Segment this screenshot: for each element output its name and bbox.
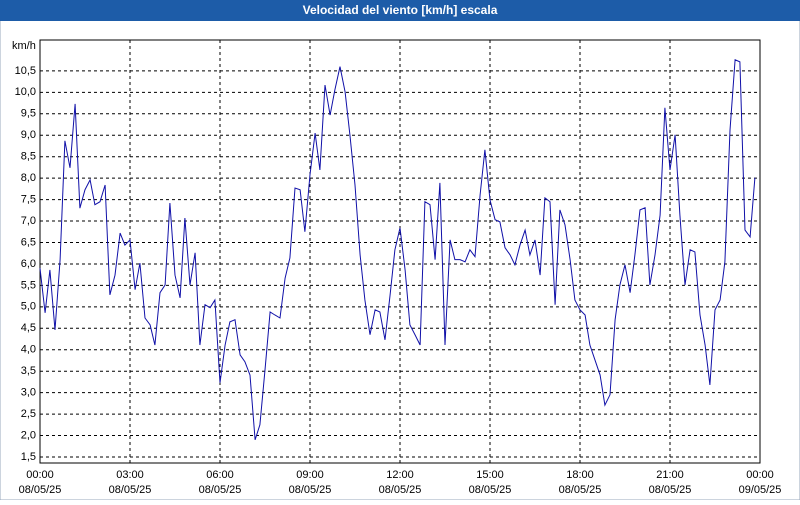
y-tick-label: 3,5 [21, 365, 36, 377]
y-tick-label: 9,5 [21, 108, 36, 120]
y-tick-label: 8,5 [21, 151, 36, 163]
x-tick-label: 12:00 08/05/25 [379, 469, 422, 496]
x-tick-label: 18:00 08/05/25 [559, 469, 602, 496]
x-tick-label: 00:00 08/05/25 [19, 469, 62, 496]
y-tick-label: 2,0 [21, 429, 36, 441]
y-tick-label: 7,0 [21, 215, 36, 227]
y-tick-label: 1,5 [21, 451, 36, 463]
y-tick-label: 2,5 [21, 408, 36, 420]
y-axis-label: km/h [12, 40, 36, 52]
y-tick-label: 8,0 [21, 172, 36, 184]
y-tick-label: 5,5 [21, 279, 36, 291]
y-tick-label: 4,5 [21, 322, 36, 334]
y-tick-label: 5,0 [21, 301, 36, 313]
x-tick-label: 06:00 08/05/25 [199, 469, 242, 496]
y-tick-label: 10,5 [15, 65, 36, 77]
title-bar [0, 0, 800, 21]
x-tick-label: 03:00 08/05/25 [109, 469, 152, 496]
y-tick-label: 3,0 [21, 387, 36, 399]
chart-title: Velocidad del viento [km/h] escala [303, 3, 498, 17]
y-tick-label: 6,5 [21, 236, 36, 248]
y-tick-label: 4,0 [21, 344, 36, 356]
x-tick-label: 21:00 08/05/25 [649, 469, 692, 496]
y-tick-label: 7,5 [21, 193, 36, 205]
x-tick-label: 09:00 08/05/25 [289, 469, 332, 496]
y-tick-label: 9,0 [21, 129, 36, 141]
y-tick-label: 10,0 [15, 86, 36, 98]
x-tick-label: 15:00 08/05/25 [469, 469, 512, 496]
x-tick-label: 00:00 09/05/25 [739, 469, 782, 496]
y-tick-label: 6,0 [21, 258, 36, 270]
data-line [39, 58, 756, 440]
